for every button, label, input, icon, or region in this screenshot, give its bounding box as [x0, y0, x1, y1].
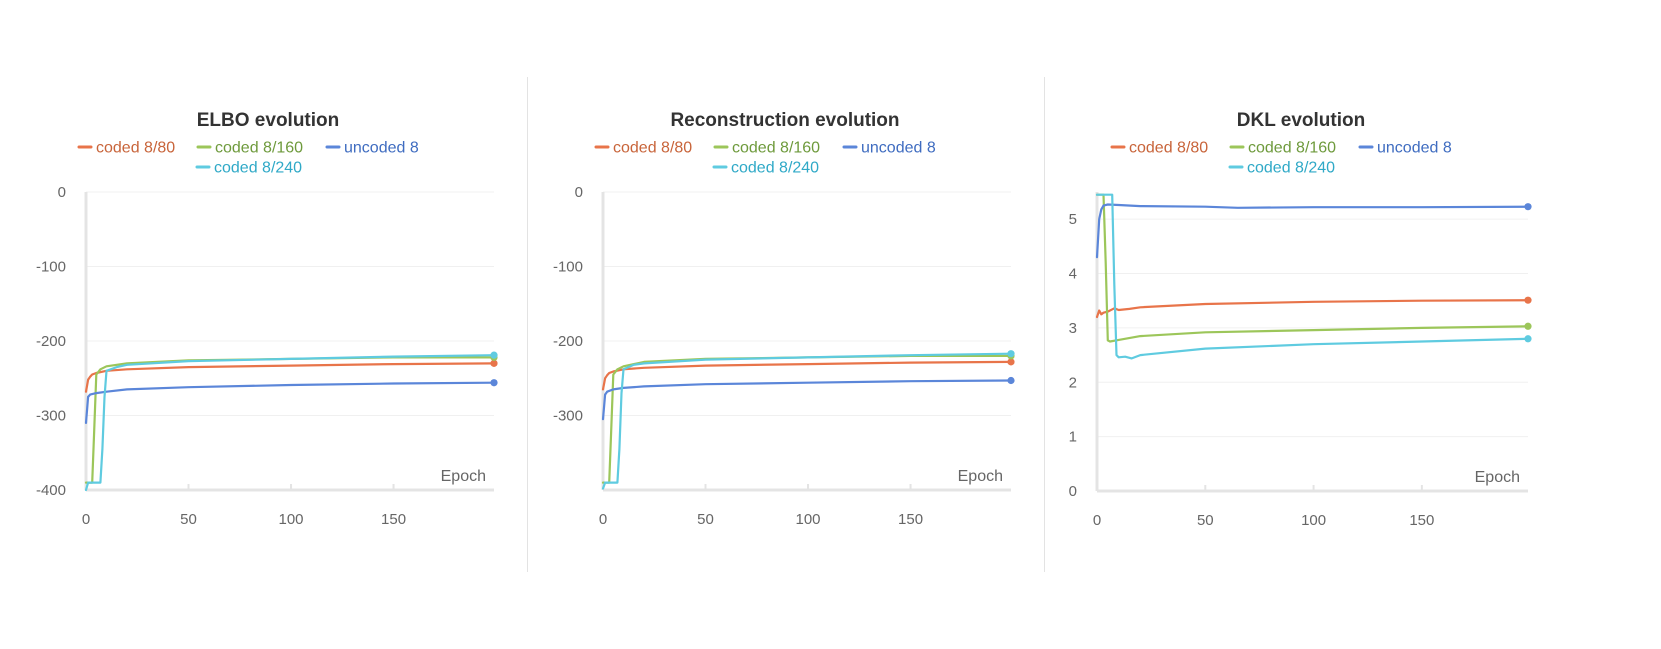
chart-title: DKL evolution	[1237, 110, 1365, 131]
x-tick-label: 150	[381, 511, 406, 528]
y-tick-label: -300	[36, 408, 66, 425]
series-end-marker-uncoded-8	[1007, 376, 1015, 385]
panel-divider-2	[1044, 77, 1045, 572]
x-tick-label: 0	[599, 511, 607, 528]
y-tick-label: 2	[1069, 374, 1077, 391]
legend-label-coded-8-240: coded 8/240	[1247, 160, 1335, 177]
y-tick-label: -100	[553, 259, 583, 276]
x-tick-label: 100	[796, 511, 821, 528]
series-end-marker-coded-8-80	[1524, 296, 1532, 304]
x-tick-label: 150	[898, 511, 923, 528]
x-tick-label: 50	[697, 511, 714, 528]
y-tick-label: -400	[36, 482, 66, 499]
series-line-coded-8-240	[601, 352, 1013, 490]
x-tick-label: 150	[1409, 512, 1434, 529]
chart-title: Reconstruction evolution	[670, 110, 899, 131]
series-end-marker-coded-8-80	[1007, 358, 1015, 366]
legend-label-uncoded-8: uncoded 8	[1377, 140, 1452, 157]
series-line-coded-8-80	[1095, 299, 1530, 319]
y-tick-label: 1	[1069, 429, 1077, 446]
series-end-marker-coded-8-240	[1524, 335, 1532, 343]
y-tick-label: -100	[36, 259, 66, 276]
legend-label-coded-8-240: coded 8/240	[214, 160, 302, 177]
x-axis-label: Epoch	[441, 468, 486, 485]
y-tick-label: 0	[575, 184, 583, 201]
y-tick-label: -200	[553, 333, 583, 350]
series-line-coded-8-240	[84, 354, 496, 492]
legend-label-coded-8-160: coded 8/160	[732, 140, 820, 157]
y-tick-label: 0	[1069, 483, 1077, 500]
legend-label-coded-8-160: coded 8/160	[215, 140, 303, 157]
legend-label-coded-8-80: coded 8/80	[1129, 140, 1208, 157]
x-tick-label: 100	[279, 511, 304, 528]
legend-label-uncoded-8: uncoded 8	[861, 140, 936, 157]
series-end-marker-coded-8-160	[1524, 322, 1532, 330]
series-line-uncoded-8	[1095, 203, 1530, 259]
y-tick-label: 0	[58, 184, 66, 201]
series-end-marker-uncoded-8	[1524, 203, 1532, 211]
x-tick-label: 50	[180, 511, 197, 528]
x-axis-label: Epoch	[958, 468, 1003, 485]
panel-divider-1	[527, 77, 528, 572]
series-line-uncoded-8	[84, 381, 496, 424]
x-tick-label: 0	[1093, 512, 1101, 529]
x-tick-label: 50	[1197, 512, 1214, 529]
series-end-marker-uncoded-8	[490, 379, 498, 387]
x-tick-label: 100	[1301, 512, 1326, 529]
y-tick-label: -200	[36, 333, 66, 350]
legend-label-coded-8-160: coded 8/160	[1248, 140, 1336, 157]
series-end-marker-coded-8-240	[490, 351, 498, 359]
legend-label-coded-8-240: coded 8/240	[731, 160, 819, 177]
x-tick-label: 0	[82, 511, 90, 528]
x-axis-label: Epoch	[1475, 469, 1520, 486]
series-end-marker-coded-8-240	[1007, 350, 1015, 358]
series-line-coded-8-160	[1095, 193, 1530, 343]
chart-title: ELBO evolution	[197, 110, 340, 131]
legend-label-coded-8-80: coded 8/80	[613, 140, 692, 157]
legend-label-uncoded-8: uncoded 8	[344, 140, 419, 157]
series-end-marker-coded-8-80	[490, 359, 498, 367]
y-tick-label: 3	[1069, 320, 1077, 337]
series-line-uncoded-8	[601, 379, 1013, 421]
y-tick-label: 5	[1069, 211, 1077, 228]
series-line-coded-8-240	[1095, 193, 1530, 360]
y-tick-label: 4	[1069, 266, 1077, 283]
legend-label-coded-8-80: coded 8/80	[96, 140, 175, 157]
y-tick-label: -300	[553, 408, 583, 425]
